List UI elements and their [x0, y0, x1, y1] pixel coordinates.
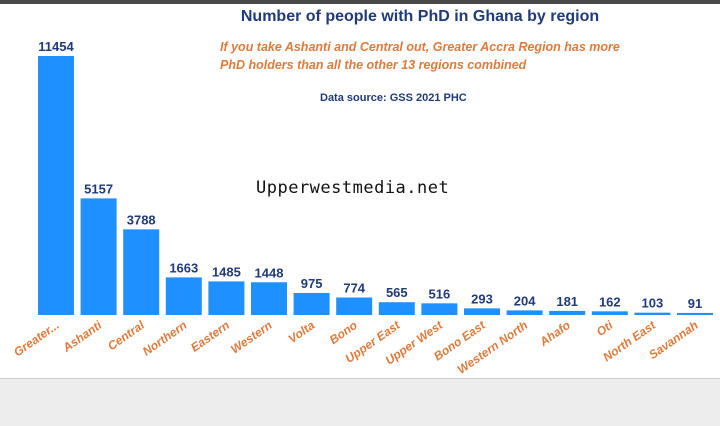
watermark: Upperwestmedia.net — [256, 178, 450, 198]
category-label-5: Western — [228, 318, 275, 357]
chart-subtitle: If you take Ashanti and Central out, Gre… — [220, 40, 620, 72]
value-label-2: 3788 — [127, 212, 156, 227]
bar-chart: 11454Greater...5157Ashanti3788Central166… — [11, 39, 713, 377]
bar-9 — [421, 303, 458, 315]
category-label-13: Oti — [594, 318, 616, 339]
category-label-3: Northern — [140, 318, 190, 359]
value-label-15: 91 — [688, 296, 702, 311]
bar-3 — [165, 277, 202, 315]
bar-13 — [591, 311, 628, 315]
top-bar — [0, 0, 720, 4]
category-label-6: Volta — [286, 318, 318, 346]
bar-4 — [208, 281, 245, 315]
bar-2 — [123, 229, 160, 315]
value-label-4: 1485 — [212, 264, 241, 279]
bar-8 — [378, 302, 415, 315]
bar-5 — [251, 282, 287, 315]
bar-15 — [677, 312, 713, 315]
category-label-7: Bono — [327, 318, 360, 347]
category-label-4: Eastern — [188, 318, 232, 355]
value-label-5: 1448 — [255, 265, 284, 280]
bar-10 — [464, 308, 500, 315]
value-label-0: 11454 — [38, 39, 74, 54]
bar-12 — [549, 310, 586, 315]
value-label-6: 975 — [301, 276, 323, 291]
value-label-3: 1663 — [169, 260, 198, 275]
value-label-10: 293 — [471, 291, 493, 306]
value-label-1: 5157 — [84, 181, 113, 196]
value-label-11: 204 — [514, 293, 536, 308]
chart-card — [0, 4, 720, 379]
bar-6 — [293, 292, 330, 315]
bottom-area — [0, 379, 720, 426]
value-label-13: 162 — [599, 294, 621, 309]
value-label-7: 774 — [343, 280, 365, 295]
value-label-12: 181 — [556, 294, 578, 309]
value-label-9: 516 — [429, 286, 451, 301]
bar-7 — [336, 297, 373, 315]
bar-14 — [634, 312, 671, 315]
bar-0 — [38, 56, 74, 315]
bar-11 — [506, 310, 543, 315]
data-source: Data source: GSS 2021 PHC — [320, 92, 467, 104]
chart-title: Number of people with PhD in Ghana by re… — [240, 8, 600, 25]
bar-1 — [80, 198, 117, 315]
value-label-8: 565 — [386, 285, 408, 300]
category-label-0: Greater... — [11, 318, 62, 359]
category-label-1: Ashanti — [59, 318, 104, 356]
value-label-14: 103 — [642, 296, 664, 311]
category-label-12: Ahafo — [536, 318, 573, 350]
